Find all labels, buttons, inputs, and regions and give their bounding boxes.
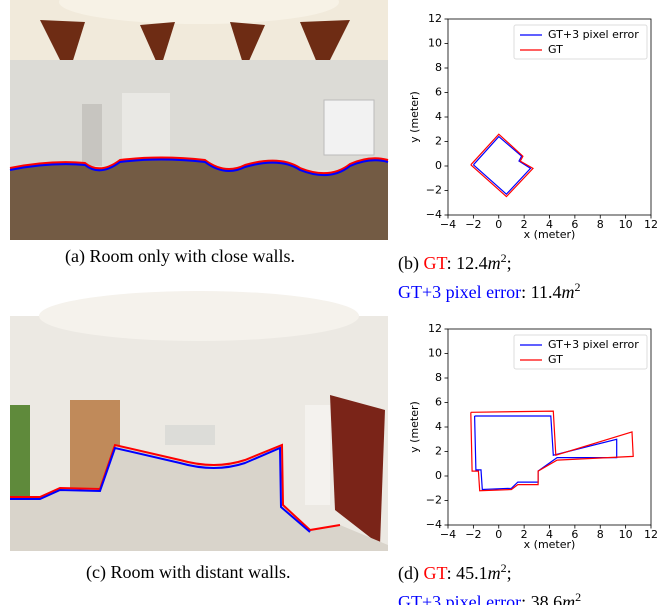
caption-text: m	[562, 592, 575, 605]
caption-line: (b) GT: 12.4m2;	[398, 246, 580, 275]
y-tick-label: −4	[426, 208, 442, 221]
x-tick-label: 12	[644, 218, 658, 231]
caption-text: 2	[574, 280, 580, 294]
legend-label: GT+3 pixel error	[548, 338, 639, 351]
caption-text: m	[561, 282, 574, 302]
y-tick-label: −2	[426, 494, 442, 507]
caption-line: (d) GT: 45.1m2;	[398, 556, 581, 585]
legend-label: GT+3 pixel error	[548, 28, 639, 41]
caption-text: (d)	[398, 563, 424, 583]
x-tick-label: −4	[440, 528, 456, 541]
y-tick-label: 0	[435, 469, 442, 482]
y-axis-label: y (meter)	[408, 401, 421, 453]
caption-c: (c) Room with distant walls.	[86, 562, 290, 583]
y-tick-label: −4	[426, 518, 442, 531]
caption-text: m	[488, 253, 501, 273]
legend-label: GT	[548, 43, 563, 56]
caption-line: GT+3 pixel error: 11.4m2	[398, 275, 580, 304]
y-tick-label: 2	[435, 135, 442, 148]
y-tick-label: 0	[435, 159, 442, 172]
y-tick-label: 6	[435, 396, 442, 409]
series-line	[475, 416, 617, 490]
panorama-a	[10, 0, 388, 240]
panorama-c	[10, 291, 388, 551]
y-tick-label: 8	[435, 371, 442, 384]
x-tick-label: 8	[597, 218, 604, 231]
x-tick-label: −2	[465, 218, 481, 231]
caption-text: m	[488, 563, 501, 583]
series-line	[471, 134, 533, 196]
legend-label: GT	[548, 353, 563, 366]
caption-text: 2	[575, 590, 581, 604]
caption-text: : 12.4	[447, 253, 488, 273]
x-tick-label: 10	[619, 528, 633, 541]
y-tick-label: 4	[435, 420, 442, 433]
caption-text: GT+3 pixel error	[398, 282, 521, 302]
caption-text: ;	[507, 563, 512, 583]
y-tick-label: 2	[435, 445, 442, 458]
caption-text: : 38.6	[521, 592, 562, 605]
y-tick-label: 10	[428, 347, 442, 360]
y-tick-label: 6	[435, 86, 442, 99]
y-tick-label: 10	[428, 37, 442, 50]
x-tick-label: 10	[619, 218, 633, 231]
caption-b: (b) GT: 12.4m2;GT+3 pixel error: 11.4m2	[398, 246, 580, 304]
x-tick-label: 0	[495, 528, 502, 541]
caption-a: (a) Room only with close walls.	[65, 246, 295, 267]
caption-text: GT	[424, 563, 447, 583]
caption-text: : 11.4	[521, 282, 561, 302]
series-line	[473, 137, 530, 195]
x-tick-label: 12	[644, 528, 658, 541]
x-axis-label: x (meter)	[524, 228, 576, 241]
caption-text: GT	[424, 253, 447, 273]
x-tick-label: −2	[465, 528, 481, 541]
y-tick-label: −2	[426, 184, 442, 197]
figure: −4 −2 0 2 4 6 8 10 12 −4 −2 0 2 4 6 8 10 12 x (meter) y (me…	[0, 0, 663, 605]
series-line	[471, 411, 633, 491]
caption-line: GT+3 pixel error: 38.6m2	[398, 585, 581, 605]
y-axis-label: y (meter)	[408, 91, 421, 143]
caption-text: (b)	[398, 253, 424, 273]
y-tick-label: 8	[435, 61, 442, 74]
x-tick-label: 8	[597, 528, 604, 541]
y-tick-label: 12	[428, 12, 442, 25]
x-tick-label: −4	[440, 218, 456, 231]
caption-d: (d) GT: 45.1m2;GT+3 pixel error: 38.6m2	[398, 556, 581, 605]
caption-text: GT+3 pixel error	[398, 592, 521, 605]
x-tick-label: 0	[495, 218, 502, 231]
y-tick-label: 4	[435, 110, 442, 123]
caption-text: : 45.1	[447, 563, 488, 583]
caption-text: ;	[507, 253, 512, 273]
x-axis-label: x (meter)	[524, 538, 576, 551]
y-tick-label: 12	[428, 322, 442, 335]
